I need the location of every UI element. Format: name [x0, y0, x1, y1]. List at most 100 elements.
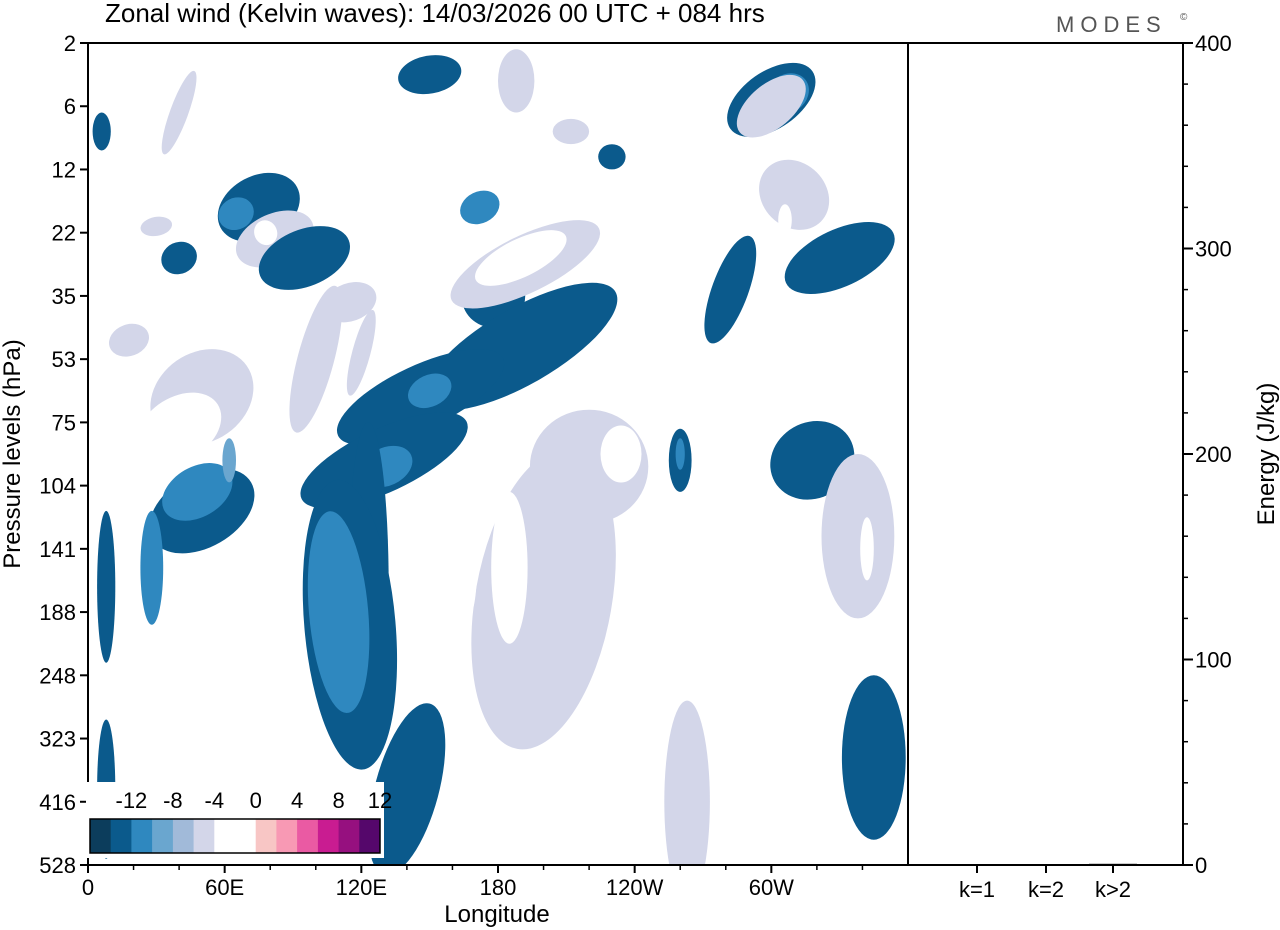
colorbar-label: 8 [332, 788, 344, 813]
wind-anomaly-patch [491, 491, 528, 644]
wind-anomaly-patch [258, 226, 350, 290]
wind-anomaly-patch [736, 74, 806, 138]
wind-anomaly-patch [398, 55, 462, 95]
colorbar-label: 0 [250, 788, 262, 813]
contour-field [92, 49, 906, 865]
wind-anomaly-patch [552, 118, 590, 145]
colorbar-swatch [90, 819, 112, 853]
y-tick-label: 188 [39, 600, 76, 625]
wind-anomaly-patch [860, 517, 874, 581]
energy-tick-label: 300 [1195, 237, 1232, 262]
wind-anomaly-patch [675, 438, 685, 470]
wind-anomaly-patch [159, 405, 199, 440]
wind-anomaly-patch [162, 463, 233, 521]
y-tick-label: 248 [39, 663, 76, 688]
colorbar-label: -4 [205, 788, 225, 813]
y-tick-label: 104 [39, 474, 76, 499]
wind-anomaly-patch [704, 235, 757, 344]
wind-anomaly-patch [161, 70, 197, 155]
colorbar-swatch [152, 819, 174, 853]
wind-anomaly-patch [600, 425, 642, 483]
wind-anomaly-patch [346, 309, 376, 396]
energy-axis-title: Energy (J/kg) [1253, 383, 1280, 526]
wind-anomaly-patch [475, 230, 567, 286]
colorbar-swatch [297, 819, 319, 853]
colorbar-swatch [276, 819, 298, 853]
y-tick-label: 416 [39, 790, 76, 815]
energy-bar [953, 864, 1001, 865]
x-tick-label: 60W [749, 875, 794, 900]
wind-anomaly-patch [598, 144, 626, 170]
colorbar-label: -12 [116, 788, 148, 813]
x-tick-label: 60E [205, 875, 244, 900]
colorbar-swatch [110, 819, 132, 853]
x-tick-label: 120W [606, 875, 664, 900]
colorbar-swatch [214, 819, 236, 853]
wind-anomaly-patch [218, 197, 254, 231]
wind-anomaly-patch [92, 112, 111, 151]
wind-anomaly-patch [307, 511, 370, 713]
colorbar-swatch [235, 819, 257, 853]
energy-tick-label: 100 [1195, 648, 1232, 673]
colorbar-border [89, 818, 381, 854]
colorbar-label: -8 [163, 788, 183, 813]
y-tick-label: 323 [39, 727, 76, 752]
wind-anomaly-patch [498, 49, 535, 113]
wind-anomaly-patch [254, 220, 278, 246]
y-tick-label: 22 [52, 221, 76, 246]
wind-anomaly-patch [664, 700, 710, 865]
energy-tick-label: 0 [1195, 853, 1207, 878]
x-tick-label: 120E [336, 875, 387, 900]
y-tick-label: 2 [64, 31, 76, 56]
energy-category-label: k=2 [1028, 877, 1064, 902]
energy-category-label: k=1 [959, 877, 995, 902]
wind-anomaly-patch [140, 510, 164, 625]
wind-anomaly-patch [841, 675, 906, 840]
brand-mark: © [1180, 12, 1188, 23]
energy-category-label: k>2 [1095, 877, 1131, 902]
wind-anomaly-patch [108, 323, 150, 357]
brand-logo: MODES [1056, 12, 1167, 37]
y-tick-label: 528 [39, 853, 76, 878]
chart-title: Zonal wind (Kelvin waves): 14/03/2026 00… [105, 0, 765, 28]
wind-anomaly-patch [784, 222, 895, 294]
colorbar-swatch [131, 819, 153, 853]
x-tick-label: 0 [82, 875, 94, 900]
colorbar-legend: -12 -8 -4 0 4 8 12 [86, 782, 392, 858]
wind-anomaly-patch [759, 159, 830, 230]
colorbar-swatch [338, 819, 360, 853]
wind-anomaly-patch [368, 703, 446, 865]
y-tick-label: 53 [52, 347, 76, 372]
wind-anomaly-patch [778, 204, 792, 236]
x-tick-label: 180 [480, 875, 517, 900]
wind-anomaly-patch [460, 190, 500, 225]
wind-anomaly-patch [821, 454, 895, 619]
wind-anomaly-patch [97, 510, 116, 663]
colorbar-swatch [193, 819, 215, 853]
y-tick-label: 75 [52, 410, 76, 435]
energy-bar [1089, 863, 1137, 865]
y-axis-title: Pressure levels (hPa) [0, 339, 26, 568]
y-tick-label: 6 [64, 94, 76, 119]
wind-anomaly-patch [407, 373, 452, 409]
colorbar-swatch [255, 819, 277, 853]
wind-anomaly-patch [140, 216, 173, 237]
colorbar-swatch [317, 819, 340, 853]
energy-tick-label: 200 [1195, 442, 1232, 467]
x-axis: 0 60E 120E 180 120W 60W [82, 865, 864, 900]
colorbar-label: 12 [368, 788, 392, 813]
energy-panel: 0 100 200 300 400 k=1 k=2 k>2 [908, 31, 1232, 902]
colorbar-label: 4 [291, 788, 303, 813]
y-axis: 2 6 12 22 35 53 75 104 141 188 248 323 416 528 [39, 31, 88, 878]
colorbar-swatch [172, 819, 195, 853]
wind-anomaly-patch [222, 438, 236, 483]
colorbar-swatch [359, 819, 381, 853]
wind-anomaly-patch [161, 241, 197, 275]
energy-bar [1022, 864, 1070, 865]
y-tick-label: 35 [52, 284, 76, 309]
wind-anomaly-patch [289, 285, 343, 433]
y-tick-label: 141 [39, 537, 76, 562]
x-axis-title: Longitude [444, 901, 549, 928]
wind-anomaly-patch [323, 282, 377, 323]
